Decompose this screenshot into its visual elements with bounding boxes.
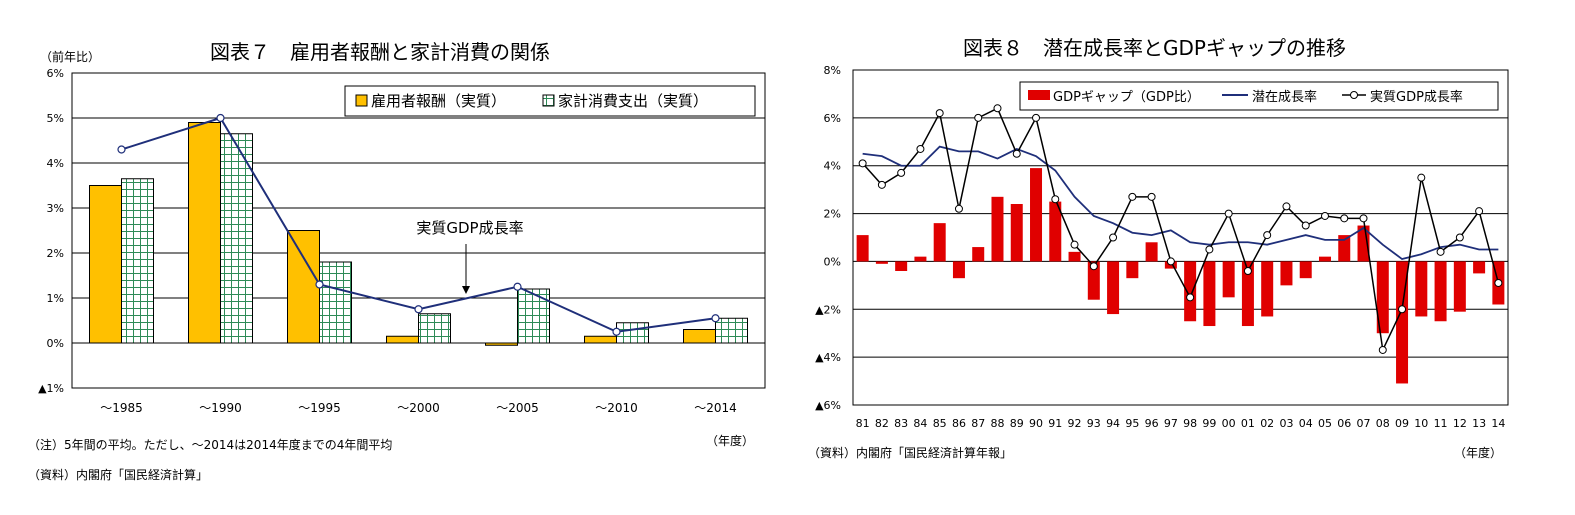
chart7-gdp-marker	[315, 280, 324, 289]
chart7-gdp-marker	[216, 113, 225, 123]
chart7-bar-consumption	[121, 178, 154, 344]
chart7-annotation: 実質GDP成長率	[416, 219, 523, 237]
chart7-xtick-label: ～1985	[100, 401, 143, 415]
chart7-ytick-label: 5%	[47, 112, 64, 125]
chart7-xtick-label: ～2000	[397, 401, 440, 415]
chart7-bar-compensation	[89, 185, 122, 344]
chart7-legend-swatch-compensation	[355, 94, 368, 107]
chart8-panel	[790, 0, 1575, 515]
chart7-yunit-label: （前年比）	[40, 50, 101, 64]
chart7-ytick-label: 2%	[47, 247, 64, 260]
chart7-bar-compensation	[386, 335, 419, 344]
chart7-bar-consumption	[220, 133, 253, 344]
chart7-ytick-label: 1%	[47, 292, 64, 305]
chart7-title: 図表７ 雇用者報酬と家計消費の関係	[210, 40, 550, 64]
chart7-legend-label-consumption: 家計消費支出（実質）	[558, 92, 708, 110]
chart7-xtick-label: ～2014	[694, 401, 737, 415]
chart7-xtick-label: ～1995	[298, 401, 341, 415]
chart7-source: （資料）内閣府「国民経済計算」	[28, 468, 209, 482]
chart7-svg: 6% 5% 4% 3% 2% 1% 0% ▲1% ～1985 ～1990 ～1995 ～2000 ～20…	[38, 67, 766, 415]
chart7-ytick-label: 0%	[47, 337, 64, 350]
chart7-bar-consumption	[517, 288, 550, 344]
chart7-bar-compensation	[188, 122, 221, 344]
chart7-bar-consumption	[715, 317, 748, 344]
chart7-annotation-arrowhead	[462, 286, 470, 294]
chart7-gdp-marker	[414, 305, 423, 314]
chart7-xtick-label: ～2005	[496, 401, 539, 415]
chart7-gdp-marker	[117, 145, 126, 154]
chart7-bar-compensation	[485, 342, 518, 346]
chart7-note: （注）5年間の平均。ただし、～2014は2014年度までの4年間平均	[28, 438, 393, 452]
chart7-legend-swatch-consumption	[542, 94, 555, 107]
chart7-bar-consumption	[616, 322, 649, 344]
chart8-title: 図表８ 潜在成長率とGDPギャップの推移	[963, 36, 1346, 60]
chart7-gdp-marker	[513, 282, 522, 291]
chart7-bar-consumption	[319, 261, 352, 344]
chart7-bar-compensation	[287, 230, 320, 344]
chart7-bar-compensation	[683, 329, 716, 344]
chart7-xtick-label: ～2010	[595, 401, 638, 415]
chart7-gdp-marker	[711, 314, 720, 323]
chart7-ytick-label: 4%	[47, 157, 64, 170]
chart7-legend-label-compensation: 雇用者報酬（実質）	[371, 92, 506, 110]
chart7-ytick-label: 3%	[47, 202, 64, 215]
chart8-source: （資料）内閣府「国民経済計算年報」	[808, 446, 1013, 460]
chart7-gdp-marker	[612, 327, 621, 336]
chart7-ytick-label: 6%	[47, 67, 64, 80]
chart7-ytick-label: ▲1%	[38, 382, 64, 395]
chart7-bar-compensation	[584, 335, 617, 344]
chart7-bar-consumption	[418, 313, 451, 344]
chart7-xunit-label: （年度）	[706, 434, 755, 448]
chart7-xtick-label: ～1990	[199, 401, 242, 415]
chart8-xunit-label: （年度）	[1454, 446, 1503, 460]
